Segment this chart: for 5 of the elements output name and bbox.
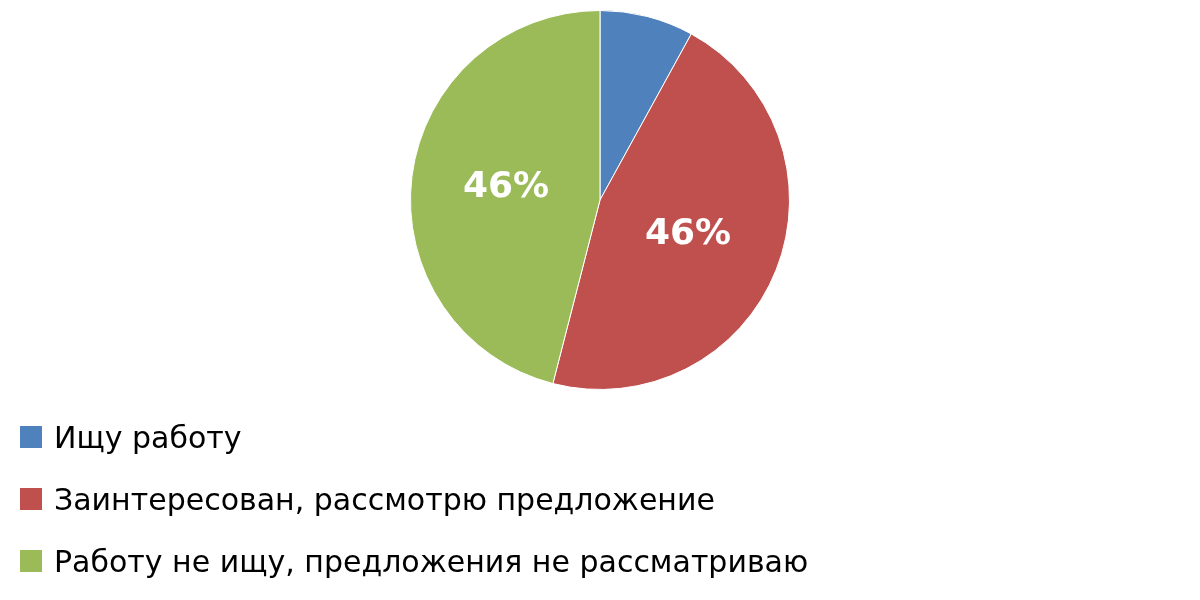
data-label: 46% [645,211,732,253]
legend-label: Заинтересован, рассмотрю предложение [54,481,715,517]
legend-label: Работу не ищу, предложения не рассматриваю [54,543,809,579]
data-label: 46% [462,164,550,206]
legend-label: Ищу работу [54,419,242,455]
